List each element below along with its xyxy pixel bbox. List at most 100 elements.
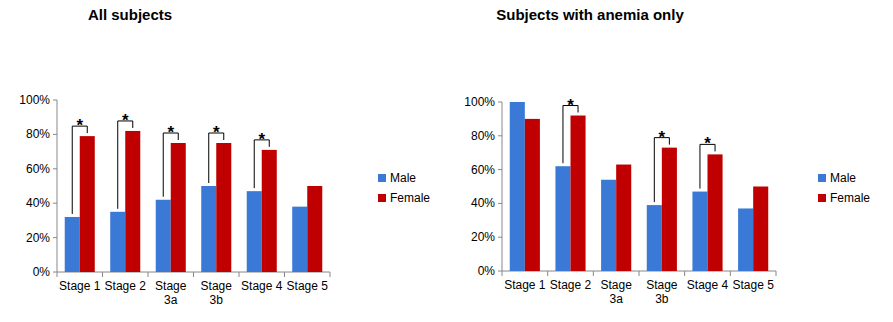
bar: [201, 186, 216, 272]
y-tick-label: 20%: [26, 231, 50, 245]
bar: [525, 119, 540, 271]
x-tick-label: Stage3b: [646, 278, 678, 306]
y-axis: [502, 102, 503, 271]
bar: [510, 102, 525, 271]
x-tick: [684, 271, 685, 276]
x-tick-label: Stage3a: [600, 278, 632, 306]
bar: [292, 207, 307, 272]
bar: [555, 166, 570, 271]
significance-mark: *: [167, 123, 174, 142]
bar: [616, 165, 631, 271]
significance-bracket: [163, 133, 178, 197]
x-tick-label: Stage 2: [105, 279, 147, 293]
x-tick: [57, 272, 58, 277]
x-tick: [730, 271, 731, 276]
bar: [692, 192, 707, 271]
bar: [571, 116, 586, 271]
significance-bracket: [72, 126, 87, 214]
bar: [662, 148, 677, 271]
x-tick-label: Stage3b: [201, 279, 233, 307]
bar: [110, 212, 125, 272]
y-tick: [53, 237, 57, 238]
x-tick-label: Stage 4: [241, 279, 283, 293]
x-tick: [639, 271, 640, 276]
y-tick: [498, 271, 502, 272]
x-tick: [193, 272, 194, 277]
label-line: Stage: [201, 279, 233, 293]
y-axis: [57, 100, 58, 272]
x-tick: [239, 272, 240, 277]
x-tick-label: Stage 2: [550, 278, 592, 292]
legend-swatch: [818, 194, 826, 202]
chart-canvas: All subjects 0% 20% 40% 60% 80% 100% Stage 1 Sta…: [0, 0, 893, 322]
bar: [601, 180, 616, 271]
x-tick-label: Stage 5: [287, 279, 329, 293]
y-tick-label: 40%: [26, 196, 50, 210]
legend-swatch: [378, 174, 386, 182]
x-tick-label: Stage 4: [687, 278, 729, 292]
y-tick: [498, 237, 502, 238]
x-tick: [593, 271, 594, 276]
bar: [738, 208, 753, 271]
significance-mark: *: [258, 130, 265, 149]
significance-mark: *: [213, 123, 220, 142]
y-tick-label: 100%: [19, 93, 50, 107]
x-tick: [502, 271, 503, 276]
y-tick-label: 40%: [471, 196, 495, 210]
y-tick-label: 100%: [464, 95, 495, 109]
y-tick-label: 20%: [471, 230, 495, 244]
label-line: Stage: [600, 278, 632, 292]
y-tick-label: 80%: [26, 127, 50, 141]
x-tick: [776, 271, 777, 276]
x-tick: [148, 272, 149, 277]
y-tick: [53, 272, 57, 273]
label-line: 3a: [164, 293, 178, 307]
y-tick: [53, 134, 57, 135]
chart-title: Subjects with anemia only: [496, 6, 684, 23]
x-tick-label: Stage 5: [732, 278, 774, 292]
bar: [80, 136, 95, 272]
legend-swatch: [378, 194, 386, 202]
bar: [156, 200, 171, 272]
x-tick: [547, 271, 548, 276]
x-tick: [284, 272, 285, 277]
bar: [216, 143, 231, 272]
significance-mark: *: [704, 134, 711, 153]
significance-mark: *: [76, 116, 83, 135]
legend-label: Female: [830, 191, 870, 205]
bar: [753, 187, 768, 272]
x-tick-label: Stage3a: [155, 279, 187, 307]
x-tick-label: Stage 1: [59, 279, 101, 293]
y-tick-label: 80%: [471, 129, 495, 143]
bar: [708, 154, 723, 271]
x-tick: [102, 272, 103, 277]
bar: [647, 205, 662, 271]
label-line: 3a: [609, 292, 623, 306]
bar: [171, 143, 186, 272]
y-tick-label: 60%: [26, 162, 50, 176]
significance-mark: *: [122, 111, 129, 130]
significance-mark: *: [567, 96, 574, 115]
y-tick-label: 0%: [478, 264, 496, 278]
y-tick: [498, 135, 502, 136]
bars: [65, 131, 323, 272]
y-tick: [53, 203, 57, 204]
bar: [65, 217, 80, 272]
legend-swatch: [818, 174, 826, 182]
y-tick: [498, 203, 502, 204]
y-tick-label: 60%: [471, 163, 495, 177]
legend-label: Male: [830, 171, 856, 185]
y-tick-label: 0%: [33, 265, 51, 279]
label-line: Stage: [646, 278, 678, 292]
significance-mark: *: [659, 128, 666, 147]
chart-title: All subjects: [88, 6, 172, 23]
bar: [125, 131, 140, 272]
label-line: 3b: [210, 293, 224, 307]
y-tick: [498, 169, 502, 170]
bar: [262, 150, 277, 272]
significance-bracket: [654, 138, 669, 202]
bars: [510, 102, 768, 271]
chart-panel: Subjects with anemia only 0% 20% 40% 60% 80% 1…: [464, 6, 870, 306]
bar: [247, 191, 262, 272]
x-tick-label: Stage 1: [504, 278, 546, 292]
